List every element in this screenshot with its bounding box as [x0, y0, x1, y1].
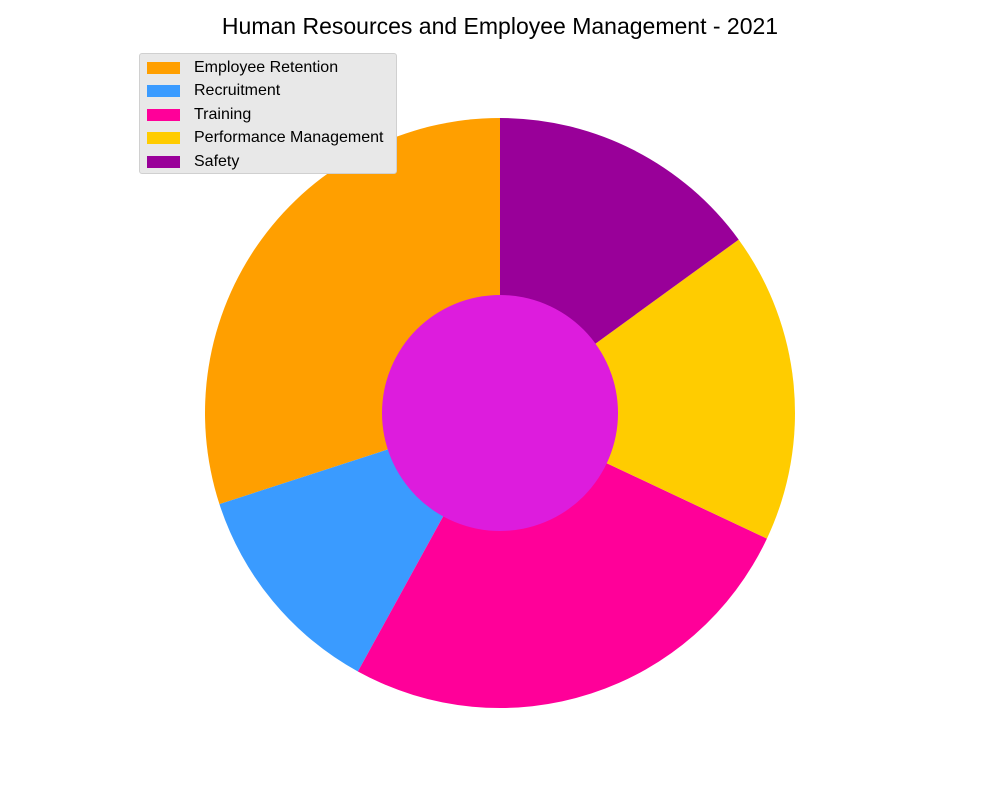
- legend: Employee Retention Recruitment Training …: [139, 53, 397, 174]
- legend-swatch: [147, 61, 180, 74]
- legend-swatch: [147, 155, 180, 168]
- legend-item: Performance Management: [140, 127, 396, 151]
- legend-item: Training: [140, 103, 396, 127]
- donut-center-hole: [382, 295, 618, 531]
- legend-label: Performance Management: [194, 129, 384, 147]
- legend-swatch: [147, 85, 180, 98]
- legend-item: Recruitment: [140, 80, 396, 104]
- legend-swatch: [147, 132, 180, 145]
- legend-label: Employee Retention: [194, 58, 339, 76]
- legend-label: Training: [194, 105, 252, 123]
- legend-item: Safety: [140, 150, 396, 174]
- legend-swatch: [147, 108, 180, 121]
- chart-title: Human Resources and Employee Management …: [221, 13, 779, 39]
- legend-label: Safety: [194, 152, 240, 170]
- legend-label: Recruitment: [194, 82, 281, 100]
- legend-item: Employee Retention: [140, 56, 396, 80]
- pie-slice-performance-management: [500, 239, 795, 539]
